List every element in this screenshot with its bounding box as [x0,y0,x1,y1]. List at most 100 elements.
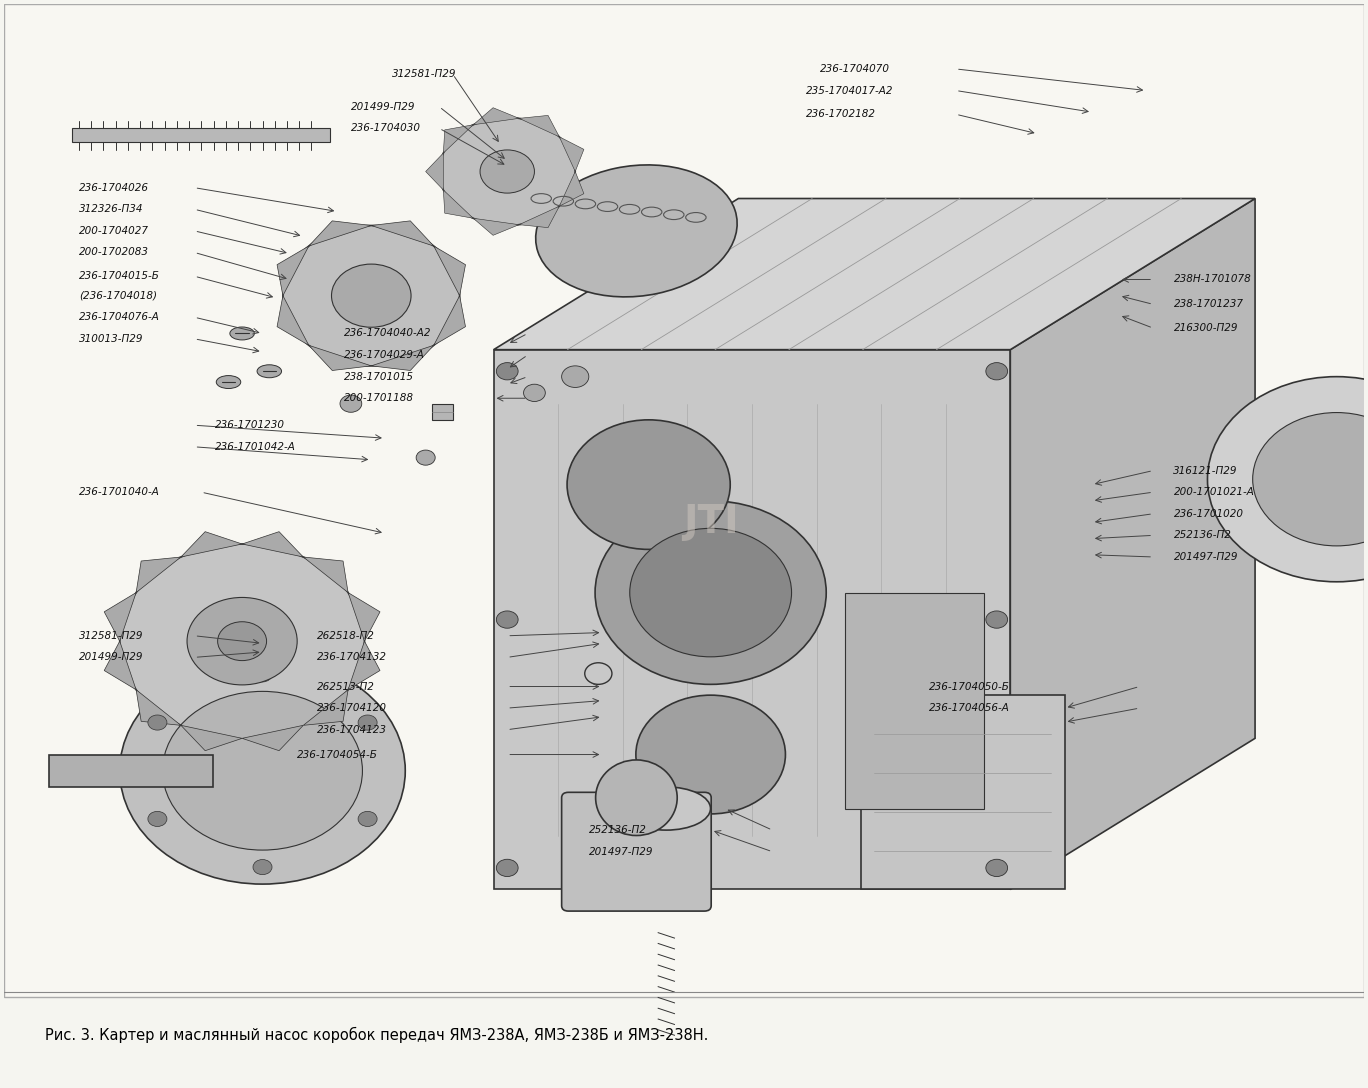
Text: 236-1704030: 236-1704030 [350,123,421,134]
Polygon shape [347,593,380,641]
Text: 236-1704076-А: 236-1704076-А [79,312,160,322]
Text: 236-1704026: 236-1704026 [79,183,149,193]
Circle shape [986,362,1008,380]
FancyBboxPatch shape [562,792,711,911]
Circle shape [148,812,167,827]
Text: 236-1704054-Б: 236-1704054-Б [297,750,378,759]
FancyBboxPatch shape [4,4,1364,998]
Text: 201499-П29: 201499-П29 [350,102,416,112]
Text: 236-1704132: 236-1704132 [317,653,387,663]
Polygon shape [242,726,304,751]
Text: 236-1704029-А: 236-1704029-А [345,350,425,360]
Circle shape [416,450,435,466]
Text: 235-1704017-А2: 235-1704017-А2 [806,86,893,96]
Ellipse shape [230,327,254,339]
Polygon shape [181,532,242,557]
Polygon shape [309,221,371,246]
Circle shape [636,695,785,814]
Text: 238Н-1701078: 238Н-1701078 [1174,274,1252,284]
Circle shape [148,715,167,730]
Polygon shape [278,246,309,296]
Ellipse shape [595,759,677,836]
Text: 262518-П2: 262518-П2 [317,631,375,641]
Polygon shape [473,108,518,125]
Polygon shape [434,296,465,345]
Text: 310013-П29: 310013-П29 [79,334,144,344]
Text: 201499-П29: 201499-П29 [79,653,144,663]
Text: 236-1702182: 236-1702182 [806,109,877,120]
Polygon shape [181,726,242,751]
Circle shape [480,150,535,193]
Polygon shape [432,404,453,420]
Text: 200-1702083: 200-1702083 [79,247,149,258]
Polygon shape [137,557,181,593]
Circle shape [358,812,378,827]
Circle shape [331,264,410,327]
Ellipse shape [622,787,710,830]
Text: 236-1701230: 236-1701230 [215,420,285,430]
Circle shape [524,384,546,401]
Circle shape [986,860,1008,877]
Circle shape [595,500,826,684]
Polygon shape [104,593,137,641]
Circle shape [120,657,405,885]
Polygon shape [494,349,1011,890]
Polygon shape [560,172,584,207]
Text: 236-1704056-А: 236-1704056-А [929,703,1010,713]
Polygon shape [304,557,347,593]
Text: 252136-П2: 252136-П2 [1174,530,1231,541]
Text: 201497-П29: 201497-П29 [588,846,654,856]
Polygon shape [309,345,371,371]
Text: 252136-П2: 252136-П2 [588,825,647,836]
Polygon shape [443,125,473,153]
Text: 236-1704123: 236-1704123 [317,725,387,734]
Circle shape [358,715,378,730]
Text: (236-1704018): (236-1704018) [79,290,157,300]
Text: 236-1704050-Б: 236-1704050-Б [929,681,1010,692]
Polygon shape [49,755,212,787]
Circle shape [253,667,272,682]
Circle shape [497,860,518,877]
Circle shape [163,691,363,850]
Text: 236-1701040-А: 236-1701040-А [79,487,160,497]
Circle shape [439,118,575,225]
Circle shape [187,597,297,685]
Text: 236-1704040-А2: 236-1704040-А2 [345,329,431,338]
Polygon shape [473,219,518,235]
Polygon shape [278,296,309,345]
Circle shape [120,544,364,739]
Circle shape [341,395,361,412]
Text: 312326-П34: 312326-П34 [79,205,144,214]
Ellipse shape [216,375,241,388]
Text: 201497-П29: 201497-П29 [1174,552,1238,562]
Text: 238-1701015: 238-1701015 [345,372,415,382]
Ellipse shape [257,364,282,378]
Circle shape [562,366,588,387]
Text: 200-1701188: 200-1701188 [345,393,415,404]
Circle shape [283,225,460,366]
Text: 262513-П2: 262513-П2 [317,681,375,692]
Text: 312581-П29: 312581-П29 [79,631,144,641]
Polygon shape [371,221,434,246]
Circle shape [568,420,731,549]
Text: 236-1704120: 236-1704120 [317,703,387,713]
Text: Рис. 3. Картер и маслянный насос коробок передач ЯМЗ-238А, ЯМЗ-238Б и ЯМЗ-238Н.: Рис. 3. Картер и маслянный насос коробок… [45,1027,709,1043]
Polygon shape [860,695,1064,890]
Polygon shape [518,207,560,227]
Polygon shape [371,345,434,371]
Circle shape [497,362,518,380]
Circle shape [1208,376,1368,582]
Circle shape [218,621,267,660]
Text: JTI: JTI [684,504,739,542]
Polygon shape [845,593,985,808]
Text: 236-1701020: 236-1701020 [1174,509,1244,519]
Text: 216300-П29: 216300-П29 [1174,323,1238,333]
Polygon shape [560,137,584,172]
Circle shape [629,529,792,657]
Polygon shape [434,246,465,296]
Text: 200-1704027: 200-1704027 [79,226,149,236]
Text: 236-1704070: 236-1704070 [819,64,891,74]
Text: 316121-П29: 316121-П29 [1174,466,1238,475]
Text: 236-1701042-А: 236-1701042-А [215,442,295,452]
Polygon shape [347,641,380,690]
